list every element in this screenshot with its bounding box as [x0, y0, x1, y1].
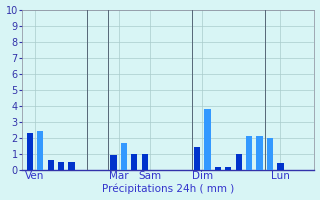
X-axis label: Précipitations 24h ( mm ): Précipitations 24h ( mm ): [102, 184, 234, 194]
Bar: [37, 131, 44, 170]
Bar: [204, 109, 211, 170]
Bar: [110, 155, 116, 170]
Bar: [277, 163, 284, 170]
Bar: [267, 138, 273, 170]
Bar: [131, 154, 137, 170]
Bar: [236, 154, 242, 170]
Bar: [194, 147, 200, 170]
Bar: [58, 162, 64, 170]
Bar: [48, 160, 54, 170]
Bar: [141, 154, 148, 170]
Bar: [246, 136, 252, 170]
Bar: [27, 133, 33, 170]
Bar: [121, 143, 127, 170]
Bar: [225, 167, 231, 170]
Bar: [256, 136, 263, 170]
Bar: [215, 167, 221, 170]
Bar: [68, 162, 75, 170]
